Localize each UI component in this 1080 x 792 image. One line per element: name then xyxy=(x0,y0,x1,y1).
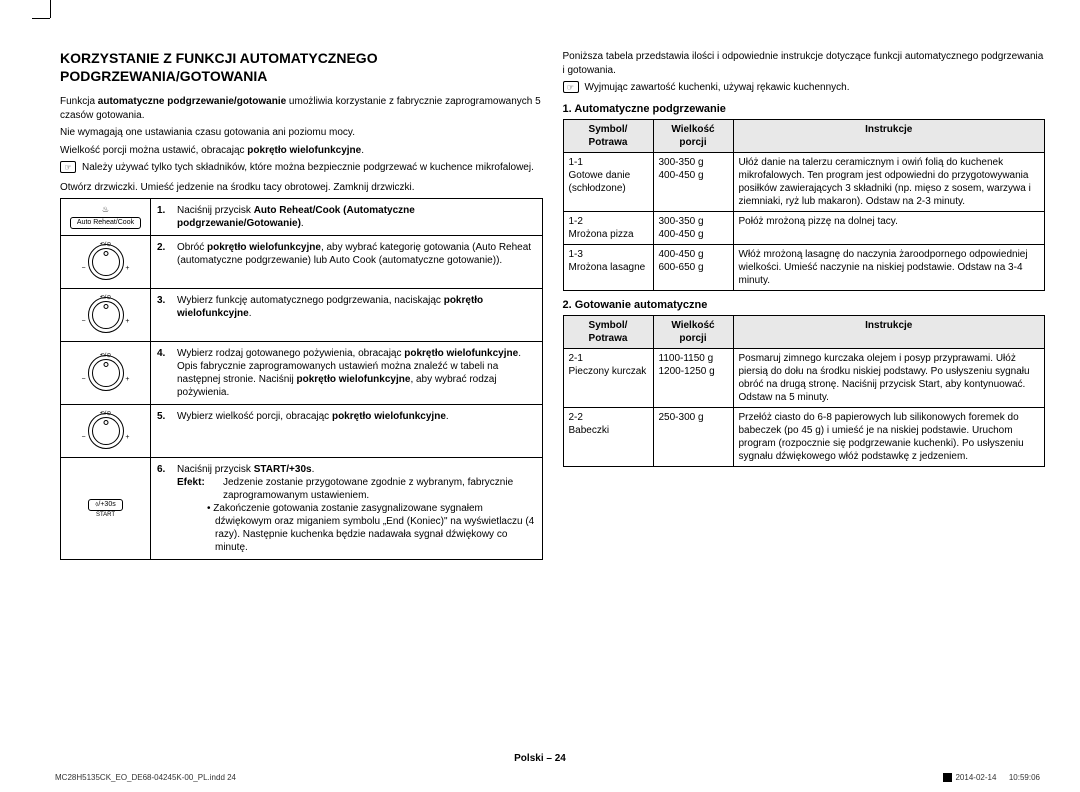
dial-icon: ⟲/⊙−+ xyxy=(88,413,124,449)
note-text: Należy używać tylko tych składników, któ… xyxy=(82,161,534,175)
table-row: 1-3 Mrożona lasagne 400-450 g 600-650 g … xyxy=(563,244,1045,290)
intro-2: Nie wymagają one ustawiania czasu gotowa… xyxy=(60,126,543,140)
auto-cook-table: Symbol/Potrawa Wielkośćporcji Instrukcje… xyxy=(563,315,1046,467)
steps-table: ♨ Auto Reheat/Cook 1. Naciśnij przycisk … xyxy=(60,198,543,560)
dial-icon: ⟲/⊙−+ xyxy=(88,244,124,280)
table-row: 1-1 Gotowe danie (schłodzone) 300-350 g … xyxy=(563,152,1045,211)
col-size: Wielkośćporcji xyxy=(653,315,733,348)
col-symbol: Symbol/Potrawa xyxy=(563,315,653,348)
intro-1: Funkcja automatyczne podgrzewanie/gotowa… xyxy=(60,95,543,122)
dial-icon: ⟲/⊙−+ xyxy=(88,297,124,333)
col-symbol: Symbol/Potrawa xyxy=(563,119,653,152)
table-row: 2-2 Babeczki 250-300 g Przełóż ciasto do… xyxy=(563,407,1045,466)
right-note: Wyjmując zawartość kuchenki, używaj ręka… xyxy=(585,81,850,95)
col-instr: Instrukcje xyxy=(733,315,1045,348)
footer-timestamp: 2014-02-14 10:59:06 xyxy=(943,773,1040,782)
page-number: Polski – 24 xyxy=(0,753,1080,764)
start-button-icon: ⬨/+30s xyxy=(88,499,122,511)
col-instr: Instrukcje xyxy=(733,119,1045,152)
auto-reheat-table: Symbol/Potrawa Wielkośćporcji Instrukcje… xyxy=(563,119,1046,291)
page-title: KORZYSTANIE Z FUNKCJI AUTOMATYCZNEGO POD… xyxy=(60,50,543,85)
dial-icon: ⟲/⊙−+ xyxy=(88,355,124,391)
hand-icon: ☞ xyxy=(60,161,76,173)
table-row: 1-2 Mrożona pizza 300-350 g 400-450 g Po… xyxy=(563,211,1045,244)
col-size: Wielkośćporcji xyxy=(653,119,733,152)
intro-3: Wielkość porcji można ustawić, obracając… xyxy=(60,144,543,158)
table1-title: 1. Automatyczne podgrzewanie xyxy=(563,103,1046,115)
hand-icon: ☞ xyxy=(563,81,579,93)
right-intro: Poniższa tabela przedstawia ilości i odp… xyxy=(563,50,1046,77)
footer-filename: MC28H5135CK_EO_DE68-04245K-00_PL.indd 24 xyxy=(55,773,236,782)
auto-reheat-button-icon: Auto Reheat/Cook xyxy=(70,217,141,229)
table2-title: 2. Gotowanie automatyczne xyxy=(563,299,1046,311)
open-instruction: Otwórz drzwiczki. Umieść jedzenie na śro… xyxy=(60,181,543,195)
table-row: 2-1 Pieczony kurczak 1100-1150 g 1200-12… xyxy=(563,348,1045,407)
